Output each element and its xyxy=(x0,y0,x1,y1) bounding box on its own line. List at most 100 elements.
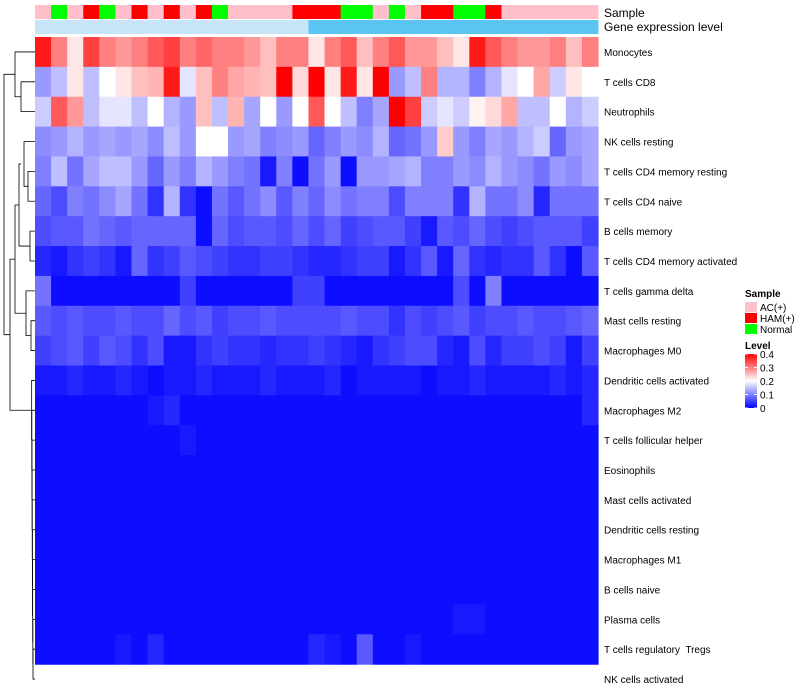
heatmap-cell xyxy=(292,395,310,426)
expression-annotation-cell xyxy=(51,20,68,34)
heatmap-cell xyxy=(179,365,197,396)
heatmap-cell xyxy=(453,186,470,217)
heatmap-cell xyxy=(388,37,406,68)
expression-annotation-cell xyxy=(549,20,567,34)
heatmap-cell xyxy=(501,514,519,546)
expression-annotation-cell xyxy=(67,20,84,34)
heatmap-cell xyxy=(565,305,583,337)
heatmap-cell xyxy=(517,216,535,247)
heatmap-cell xyxy=(437,275,454,307)
heatmap-cell xyxy=(485,37,503,68)
heatmap-cell xyxy=(404,275,422,307)
heatmap-cell xyxy=(469,305,486,337)
dendrogram-branch xyxy=(9,258,32,411)
heatmap-cells xyxy=(35,37,599,665)
heatmap-cell xyxy=(147,246,165,277)
heatmap-cell xyxy=(308,395,326,426)
heatmap-cell xyxy=(260,156,277,187)
heatmap-cell xyxy=(517,96,535,128)
heatmap-cell xyxy=(388,246,406,277)
heatmap-cell xyxy=(51,335,68,367)
heatmap-cell xyxy=(179,305,197,337)
heatmap-cell xyxy=(388,425,406,456)
heatmap-cell xyxy=(83,395,100,426)
heatmap-cell xyxy=(485,544,503,576)
heatmap-cell xyxy=(163,246,181,277)
heatmap-cell xyxy=(485,216,503,247)
heatmap-cell xyxy=(372,246,390,277)
heatmap-cell xyxy=(501,455,519,486)
heatmap-cell xyxy=(211,305,229,337)
heatmap-cell xyxy=(211,156,229,187)
heatmap-cell xyxy=(99,335,117,367)
heatmap-cell xyxy=(565,246,583,277)
heatmap-cell xyxy=(163,66,181,98)
expression-annotation-cell xyxy=(163,20,181,34)
heatmap-cell xyxy=(195,574,213,606)
heatmap-cell xyxy=(501,425,519,456)
heatmap-cell xyxy=(453,246,470,277)
heatmap-cell xyxy=(83,634,100,665)
heatmap-cell xyxy=(276,66,293,98)
heatmap-cell xyxy=(83,425,100,456)
heatmap-cell xyxy=(51,574,68,606)
heatmap-cell xyxy=(115,514,133,546)
heatmap-cell xyxy=(276,484,293,516)
legend-swatch xyxy=(745,324,757,334)
heatmap-cell xyxy=(163,604,181,635)
heatmap-cell xyxy=(308,574,326,606)
heatmap-cell xyxy=(99,455,117,486)
heatmap-cell xyxy=(228,514,245,546)
heatmap-cell xyxy=(421,96,438,128)
heatmap-cell xyxy=(195,66,213,98)
heatmap-cell xyxy=(308,305,326,337)
sample-annotation-cell xyxy=(437,5,454,19)
sample-annotation-cell xyxy=(404,5,422,19)
heatmap-cell xyxy=(565,335,583,367)
heatmap-cell xyxy=(549,484,567,516)
sample-annotation-cell xyxy=(485,5,502,19)
heatmap-cell xyxy=(163,634,181,665)
heatmap-cell xyxy=(421,455,438,486)
dendrogram-branch xyxy=(32,618,35,665)
heatmap-cell xyxy=(260,186,277,217)
heatmap-cell xyxy=(228,156,245,187)
heatmap-cell xyxy=(83,126,100,158)
heatmap-cell xyxy=(565,634,583,665)
heatmap-cell xyxy=(533,634,551,665)
heatmap-cell xyxy=(308,275,326,307)
heatmap-cell xyxy=(501,544,519,576)
row-label: NK cells resting xyxy=(604,138,673,149)
heatmap-cell xyxy=(35,365,52,396)
heatmap-cell xyxy=(244,156,261,187)
heatmap-cell xyxy=(469,96,486,128)
heatmap-cell xyxy=(501,634,519,665)
heatmap-cell xyxy=(549,455,567,486)
heatmap-cell xyxy=(99,604,117,635)
heatmap-cell xyxy=(565,365,583,396)
heatmap-cell xyxy=(115,335,133,367)
heatmap-cell xyxy=(404,156,422,187)
heatmap-cell xyxy=(195,634,213,665)
heatmap-cell xyxy=(99,365,117,396)
heatmap-cell xyxy=(372,305,390,337)
heatmap-cell xyxy=(356,305,374,337)
row-label: T cells regulatory Tregs xyxy=(604,645,711,656)
heatmap-cell xyxy=(179,335,197,367)
dendrogram-branch xyxy=(3,73,15,336)
heatmap-cell xyxy=(211,96,229,128)
heatmap-cell xyxy=(404,37,422,68)
heatmap-cell xyxy=(228,425,245,456)
heatmap-cell xyxy=(131,514,149,546)
dendrogram-branch xyxy=(20,81,35,113)
sample-annotation-cell xyxy=(469,5,486,19)
heatmap-cell xyxy=(51,216,68,247)
heatmap-cell xyxy=(147,216,165,247)
heatmap-cell xyxy=(35,66,52,98)
heatmap-cell xyxy=(404,604,422,635)
legend-tick-label: 0.2 xyxy=(760,377,774,388)
heatmap-cell xyxy=(308,186,326,217)
heatmap-cell xyxy=(115,275,133,307)
heatmap-cell xyxy=(324,455,342,486)
heatmap-cell xyxy=(517,514,535,546)
